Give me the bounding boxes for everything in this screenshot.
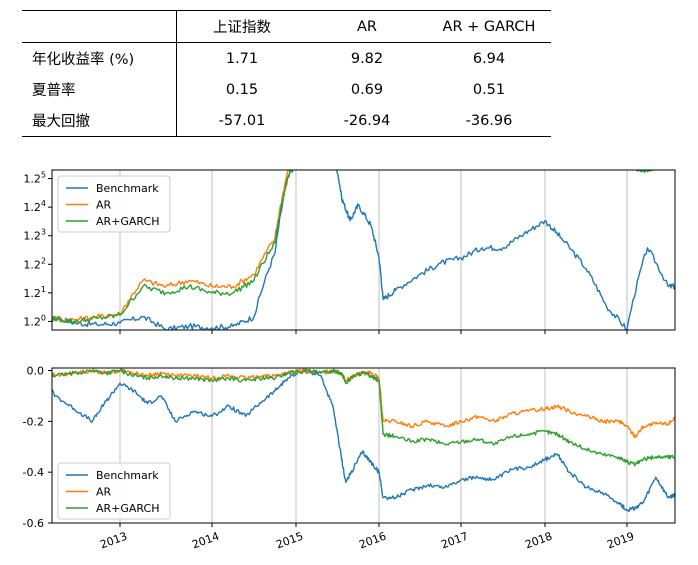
y-tick-label: -0.4 xyxy=(23,466,44,479)
y-tick-label: 1.25 xyxy=(23,171,46,186)
y-tick-label-base: 1.2 xyxy=(23,315,41,328)
x-tick-label: 2017 xyxy=(439,530,470,552)
series-group xyxy=(52,368,675,513)
table-cell: 1.71 xyxy=(225,50,259,67)
row-label-annual-return: 年化收益率 (%) xyxy=(22,42,177,74)
legend-label-benchmark: Benchmark xyxy=(96,469,159,482)
y-tick-label: 1.24 xyxy=(23,199,46,214)
y-tick-label-base: 1.2 xyxy=(23,230,41,243)
y-tick-label-exponent: 0 xyxy=(41,313,46,322)
table-cell: 0.15 xyxy=(225,81,259,98)
header-ar-garch: AR + GARCH xyxy=(442,18,536,35)
y-tick-label: 1.22 xyxy=(23,256,46,271)
table-cell: 0.69 xyxy=(350,81,384,98)
y-tick-label: 0.0 xyxy=(27,365,45,378)
y-tick-label-exponent: 5 xyxy=(41,171,46,180)
y-tick-label-base: 1.2 xyxy=(23,258,41,271)
x-tick-label: 2014 xyxy=(190,530,221,552)
series-line-ar-garch xyxy=(52,170,656,324)
y-tick-label-exponent: 2 xyxy=(41,256,46,265)
legend-label-ar-garch: AR+GARCH xyxy=(96,215,159,228)
cumulative-return-chart: 1.201.211.221.231.241.25BenchmarkARAR+GA… xyxy=(23,169,676,334)
series-line-ar xyxy=(52,368,675,439)
row-label-max-drawdown: 最大回撤 xyxy=(22,105,177,137)
header-ar: AR xyxy=(357,18,377,35)
table-row: 年化收益率 (%) 1.71 9.82 6.94 xyxy=(22,42,551,74)
header-benchmark: 上证指数 xyxy=(213,20,271,36)
table-cell: -26.94 xyxy=(343,112,391,129)
y-tick-label-exponent: 1 xyxy=(41,285,46,294)
header-corner xyxy=(22,10,177,43)
x-tick-label: 2018 xyxy=(523,530,554,552)
series-line-benchmark xyxy=(52,369,675,513)
table-cell: 9.82 xyxy=(350,50,384,67)
x-tick-label: 2013 xyxy=(98,530,129,552)
table-header-row: 上证指数 AR AR + GARCH xyxy=(22,10,551,43)
y-tick-label-base: 1.2 xyxy=(23,287,41,300)
table-cell: -36.96 xyxy=(465,112,513,129)
table-cell: 0.51 xyxy=(472,81,506,98)
table-row: 最大回撤 -57.01 -26.94 -36.96 xyxy=(22,105,551,137)
series-line-ar-garch xyxy=(52,368,675,467)
y-tick-label: 1.23 xyxy=(23,228,46,243)
y-tick-label-exponent: 4 xyxy=(41,199,46,208)
series-line-ar xyxy=(52,170,290,323)
x-tick-label: 2019 xyxy=(605,530,636,552)
y-tick-label-base: 1.2 xyxy=(23,201,41,214)
x-tick-label: 2015 xyxy=(274,530,305,552)
legend: Benchmark AR AR+GARCH xyxy=(57,462,171,520)
y-tick-label: -0.6 xyxy=(23,517,44,530)
legend-box xyxy=(57,462,171,520)
legend: Benchmark AR AR+GARCH xyxy=(57,175,171,233)
y-tick-label: 1.20 xyxy=(23,313,46,328)
stats-table: 上证指数 AR AR + GARCH 年化收益率 (%) 1.71 9.82 6… xyxy=(22,10,551,137)
legend-label-ar: AR xyxy=(96,199,112,212)
legend-box xyxy=(57,175,171,233)
plot-frame xyxy=(51,169,676,331)
table-cell: 6.94 xyxy=(472,50,506,67)
legend-label-ar: AR xyxy=(96,486,112,499)
legend-label-ar-garch: AR+GARCH xyxy=(96,502,159,515)
y-tick-label-exponent: 3 xyxy=(41,228,46,237)
x-tick-label: 2016 xyxy=(357,530,388,552)
charts-area: 1.201.211.221.231.241.25BenchmarkARAR+GA… xyxy=(23,169,676,552)
legend-label-benchmark: Benchmark xyxy=(96,182,159,195)
row-label-sharpe: 夏普率 xyxy=(22,74,177,105)
plot-frame xyxy=(51,367,676,524)
y-tick-label-base: 1.2 xyxy=(23,173,41,186)
y-tick-label: -0.2 xyxy=(23,415,44,428)
table-row: 夏普率 0.15 0.69 0.51 xyxy=(22,74,551,105)
y-tick-label: 1.21 xyxy=(23,285,46,300)
table-cell: -57.01 xyxy=(218,112,266,129)
drawdown-chart: 0.0 -0.2 -0.4 -0.6 2013 2014 2015 2016 2017 2018 2… xyxy=(23,365,676,552)
